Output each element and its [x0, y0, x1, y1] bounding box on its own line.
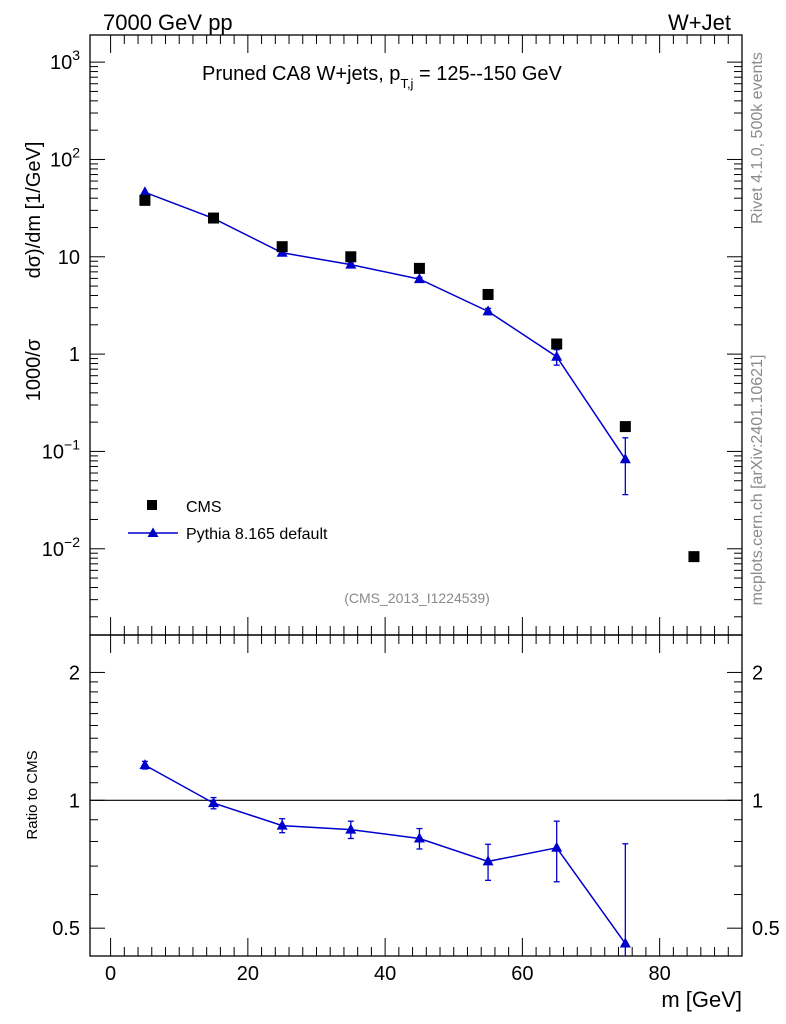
cms-point: [276, 241, 288, 253]
mc-error-bars: [279, 250, 629, 496]
mc-point: [413, 273, 425, 284]
legend-mc-marker: [147, 527, 159, 537]
title-subscript: T,j: [400, 76, 413, 91]
xaxis-label: m [GeV]: [661, 987, 742, 1012]
cms-points: [139, 194, 700, 563]
mc-point: [619, 453, 631, 464]
main-frame: [89, 34, 743, 636]
ratio-points: [139, 759, 631, 948]
cms-point: [688, 551, 700, 563]
ratio-frame: [89, 634, 743, 957]
ytick-base: 10: [50, 52, 72, 74]
mc-line: [144, 191, 626, 460]
ratio-yaxis: 2 2 1 1 0.5 0.5: [52, 662, 780, 940]
mc-point: [482, 305, 494, 316]
ratio-ytick-label-right: 1: [752, 790, 763, 812]
legend-mc-label: Pythia 8.165 default: [186, 526, 328, 543]
ytick-exponent: 2: [72, 144, 80, 160]
main-title: Pruned CA8 W+jets, pT,j = 125--150 GeV: [202, 63, 563, 91]
main-ytick-label: 10−1: [42, 436, 80, 463]
ylabel-a: 1000/σ: [23, 338, 45, 401]
legend-cms-marker: [147, 500, 157, 510]
main-ytick-label: 1: [69, 344, 80, 366]
ratio-ylabel: Ratio to CMS: [24, 750, 41, 839]
main-ytick-label: 102: [50, 144, 80, 171]
ratio-point: [208, 797, 220, 808]
xtick-label: 60: [511, 963, 533, 985]
ratio-point: [276, 819, 288, 830]
ratio-point: [139, 759, 151, 770]
mc-point: [345, 258, 357, 269]
cms-point: [208, 212, 220, 224]
analysis-watermark: (CMS_2013_I1224539): [344, 590, 490, 606]
main-ytick-label: 10−2: [42, 534, 80, 561]
ytick-base: 10: [42, 539, 64, 561]
ytick-exponent: 3: [72, 47, 80, 63]
xtick-label: 40: [374, 963, 396, 985]
legend-cms-label: CMS: [186, 499, 222, 516]
ratio-ytick-label-left: 0.5: [52, 918, 80, 940]
header-left: 7000 GeV pp: [103, 10, 233, 35]
main-ytick-label: 103: [50, 47, 80, 74]
main-xaxis-ticks: [110, 35, 729, 635]
mcplots-label: mcplots.cern.ch [arXiv:2401.10621]: [749, 355, 766, 606]
ratio-error-bars: [141, 760, 629, 956]
ratio-point: [345, 823, 357, 834]
ylabel-b: dσ)/dm [1/GeV]: [23, 142, 45, 279]
cms-point: [139, 194, 151, 206]
xtick-label: 20: [237, 963, 259, 985]
mc-point: [139, 186, 151, 197]
ytick-base: 10: [50, 149, 72, 171]
title-tail: = 125--150 GeV: [413, 63, 562, 85]
ratio-point: [551, 841, 563, 852]
cms-point: [551, 338, 563, 350]
cms-point: [482, 288, 494, 300]
ytick-exponent: −2: [64, 534, 80, 550]
mc-points: [139, 186, 631, 464]
ratio-point: [482, 855, 494, 866]
mc-point: [551, 350, 563, 361]
ratio-xaxis: 0 20 40 60 80: [105, 635, 729, 985]
cms-point: [619, 421, 631, 433]
legend: CMS Pythia 8.165 default: [128, 499, 328, 543]
ratio-point: [619, 937, 631, 948]
ratio-ytick-label-right: 0.5: [752, 918, 780, 940]
title-main: Pruned CA8 W+jets, p: [202, 63, 400, 85]
ratio-ytick-label-left: 2: [69, 662, 80, 684]
ratio-line: [144, 764, 626, 944]
main-ytick-label: 10: [58, 247, 80, 269]
ytick-exponent: −1: [64, 436, 80, 452]
ratio-panel: 2 2 1 1 0.5 0.5 0 20 40 60 80 Ratio to CMS m [GeV…: [24, 634, 780, 1012]
xtick-label: 80: [649, 963, 671, 985]
ratio-ytick-label-left: 1: [69, 790, 80, 812]
cms-point: [345, 251, 357, 263]
rivet-label: Rivet 4.1.0, 500k events: [749, 52, 766, 224]
header-right: W+Jet: [668, 10, 731, 35]
cms-point: [413, 262, 425, 274]
main-ylabel: 1000/σ dσ)/dm [1/GeV]: [23, 142, 45, 402]
xtick-label: 0: [105, 963, 116, 985]
ratio-ytick-label-right: 2: [752, 662, 763, 684]
ytick-base: 10: [42, 441, 64, 463]
ratio-point: [413, 832, 425, 843]
